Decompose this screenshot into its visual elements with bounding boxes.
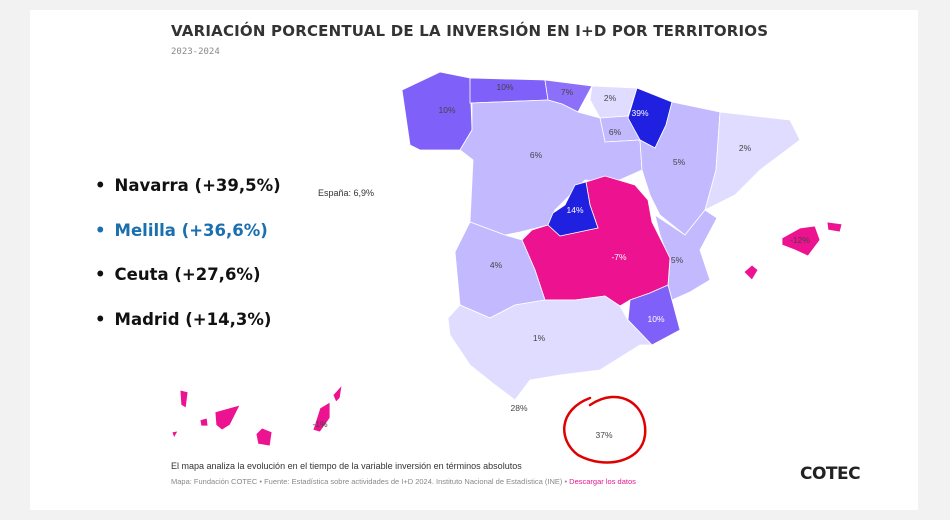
- region-castilla-leon[interactable]: [459, 99, 643, 236]
- label-madrid: 14%: [566, 205, 583, 215]
- spain-total: España: 6,9%: [318, 188, 375, 198]
- label-aragon: 5%: [673, 157, 686, 167]
- label-murcia: 10%: [647, 314, 664, 324]
- region-madrid[interactable]: [547, 181, 599, 237]
- highlight-melilla: Melilla (+36,6%): [95, 221, 281, 266]
- label-canarias: -1%: [312, 419, 328, 429]
- label-baleares: -12%: [790, 235, 810, 245]
- annotation-circle: [563, 395, 647, 464]
- download-data-link[interactable]: Descargar los datos: [569, 477, 636, 486]
- region-andalucia[interactable]: [447, 295, 653, 401]
- label-melilla: 37%: [595, 430, 612, 440]
- region-galicia[interactable]: [401, 71, 473, 151]
- label-ceuta: 28%: [510, 403, 527, 413]
- source-text: Mapa: Fundación COTEC • Fuente: Estadíst…: [171, 477, 568, 486]
- label-pais-vasco: 2%: [604, 93, 617, 103]
- label-cataluna: 2%: [739, 143, 752, 153]
- region-baleares-menorca[interactable]: [826, 221, 843, 233]
- label-navarra: 39%: [631, 108, 648, 118]
- highlight-navarra: Navarra (+39,5%): [95, 176, 281, 221]
- region-canarias[interactable]: [171, 383, 343, 447]
- label-andalucia: 1%: [533, 333, 546, 343]
- region-cataluna[interactable]: [704, 111, 801, 211]
- label-castilla-leon: 6%: [530, 150, 543, 160]
- highlight-madrid: Madrid (+14,3%): [95, 310, 281, 355]
- footer-note: El mapa analiza la evolución en el tiemp…: [171, 461, 522, 471]
- cotec-logo: COTEC: [800, 464, 861, 484]
- label-valencia: 5%: [671, 255, 684, 265]
- label-extremadura: 4%: [490, 260, 503, 270]
- highlight-ceuta: Ceuta (+27,6%): [95, 265, 281, 310]
- label-asturias: 10%: [496, 82, 513, 92]
- label-cantabria: 7%: [561, 87, 574, 97]
- label-castilla-la-mancha: -7%: [611, 252, 627, 262]
- label-galicia: 10%: [438, 105, 455, 115]
- region-baleares-mallorca[interactable]: [781, 225, 821, 257]
- highlight-list: Navarra (+39,5%) Melilla (+36,6%) Ceuta …: [95, 176, 281, 354]
- footer-source: Mapa: Fundación COTEC • Fuente: Estadíst…: [171, 477, 636, 486]
- region-baleares-ibiza[interactable]: [743, 264, 759, 281]
- map-title: VARIACIÓN PORCENTUAL DE LA INVERSIÓN EN …: [171, 22, 769, 40]
- map-subtitle: 2023-2024: [171, 47, 220, 57]
- label-la-rioja: 6%: [609, 127, 622, 137]
